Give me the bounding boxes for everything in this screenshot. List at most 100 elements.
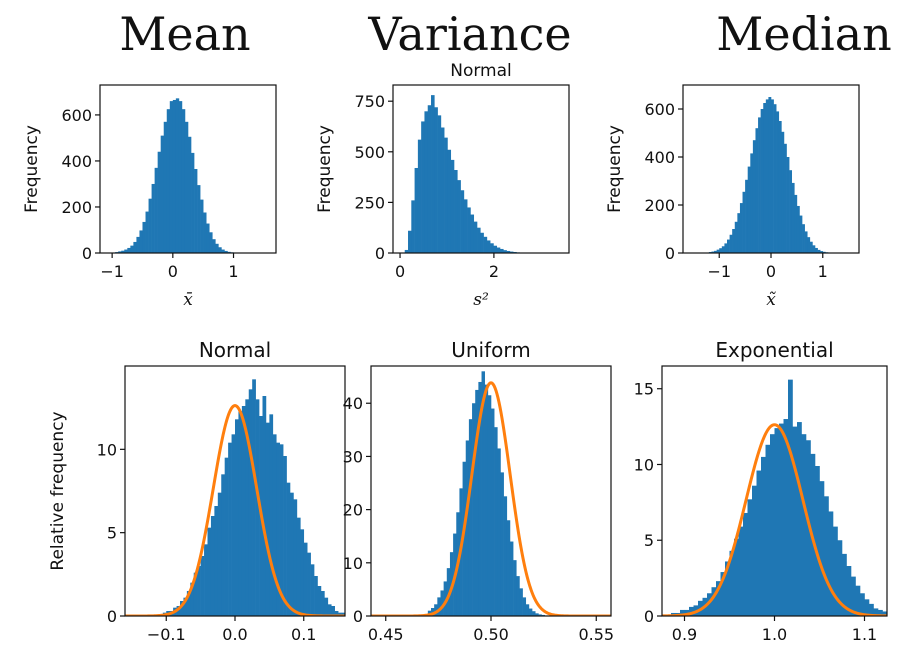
histogram-bar xyxy=(752,140,756,253)
plot-area-uniform xyxy=(371,371,611,616)
histogram-bar xyxy=(538,614,542,616)
histogram-bar xyxy=(770,434,775,616)
histogram-bar xyxy=(157,151,161,253)
histogram-bar xyxy=(519,588,523,616)
histogram-bar xyxy=(463,199,468,253)
histogram-bar xyxy=(788,379,793,616)
histogram-bar xyxy=(873,608,879,616)
histogram-bar xyxy=(824,496,829,616)
histogram-bar xyxy=(262,396,267,616)
histogram-bar xyxy=(470,214,475,253)
histogram-bar xyxy=(716,581,721,616)
y-tick-label: 20 xyxy=(343,501,363,520)
y-tick-label: 750 xyxy=(354,92,385,111)
histogram-bar xyxy=(421,121,425,253)
axes-frame xyxy=(392,84,570,254)
histogram-bar xyxy=(310,564,315,616)
histogram-bar xyxy=(194,169,198,253)
x-tick-label: 0 xyxy=(766,262,776,281)
histogram-bar xyxy=(506,520,511,616)
histogram-bar xyxy=(228,442,232,616)
histogram-bar xyxy=(148,198,152,253)
histogram-bar xyxy=(789,170,793,253)
chart-uniform: 0.45 0.50 0.55 0 10 20 30 40 Uniform xyxy=(343,338,614,644)
histogram-bar xyxy=(265,422,270,616)
histogram-bar xyxy=(525,604,530,616)
histogram-bar xyxy=(804,231,808,253)
y-tick-label: 10 xyxy=(634,455,654,474)
histogram-bar xyxy=(493,245,498,253)
histogram-bar xyxy=(186,591,191,616)
histogram-bar xyxy=(490,243,494,253)
histogram-bar xyxy=(172,99,177,253)
histogram-bar xyxy=(307,552,311,616)
histogram-bar xyxy=(118,251,122,253)
histogram-bar xyxy=(864,599,870,616)
y-tick-label: 600 xyxy=(61,106,92,125)
histogram-bar xyxy=(180,601,184,616)
histogram-bar xyxy=(509,541,514,616)
histogram-bar xyxy=(822,251,826,253)
histogram-bar xyxy=(734,538,739,616)
histogram-bar xyxy=(532,611,536,616)
histogram-bar xyxy=(801,434,807,616)
histogram-bar xyxy=(817,249,821,253)
histogram-bar xyxy=(214,506,219,616)
y-tick-label: 0 xyxy=(375,244,385,263)
histogram-bar xyxy=(486,240,491,253)
histogram-bar xyxy=(450,159,455,253)
histogram-bar xyxy=(783,143,787,253)
histogram-bar xyxy=(487,395,492,616)
y-tick-label: 40 xyxy=(343,394,363,413)
plot-area-exponential xyxy=(662,379,887,616)
histogram-bar xyxy=(303,542,308,616)
histogram-bar xyxy=(197,185,201,253)
histogram-bar xyxy=(855,585,861,616)
histogram-bar xyxy=(121,250,125,253)
histogram-bar xyxy=(846,566,852,616)
histogram-bar xyxy=(215,243,219,253)
histogram-bar xyxy=(444,137,448,253)
histogram-bar xyxy=(725,561,730,616)
histogram-bar xyxy=(176,606,181,616)
histogram-bar xyxy=(181,109,186,253)
histogram-bar xyxy=(136,236,140,253)
histogram-bar xyxy=(204,544,208,616)
histogram-bar xyxy=(535,613,539,616)
histogram-bar xyxy=(184,121,189,253)
histogram-bar xyxy=(212,239,216,253)
histogram-bar xyxy=(317,586,322,616)
histogram-bar xyxy=(327,604,332,616)
x-tick-label: 0.50 xyxy=(473,625,509,644)
histogram-bar xyxy=(806,440,811,616)
y-tick-label: 0 xyxy=(665,244,675,263)
histogram-bar xyxy=(755,128,759,253)
y-tick-label: 0 xyxy=(353,607,363,626)
histogram-bar xyxy=(497,448,501,616)
chart-title: Normal xyxy=(450,61,512,81)
histogram-bar xyxy=(437,115,442,253)
histogram-bar xyxy=(193,572,198,616)
header-variance: Variance xyxy=(367,7,571,61)
histogram-bar xyxy=(711,587,717,616)
y-axis-label: Relative frequency xyxy=(48,411,68,570)
histogram-bar xyxy=(408,230,412,253)
histogram-bar xyxy=(404,249,409,253)
histogram-bar xyxy=(820,251,824,253)
plot-area-mean xyxy=(112,98,240,253)
histogram-bar xyxy=(142,221,146,253)
plot-area-median xyxy=(706,97,834,253)
histogram-bar xyxy=(434,604,438,616)
x-tick-label: 2 xyxy=(489,262,499,281)
histogram-bar xyxy=(760,109,764,253)
histogram-bar xyxy=(750,153,754,253)
histogram-bar xyxy=(183,597,188,616)
y-tick-label: 15 xyxy=(634,380,654,399)
histogram-bar xyxy=(209,232,213,253)
histogram-bar xyxy=(491,408,495,616)
histogram-bar xyxy=(796,205,800,253)
histogram-bar xyxy=(779,423,784,616)
histogram-bar xyxy=(324,597,329,616)
histogram-bar xyxy=(719,248,723,253)
